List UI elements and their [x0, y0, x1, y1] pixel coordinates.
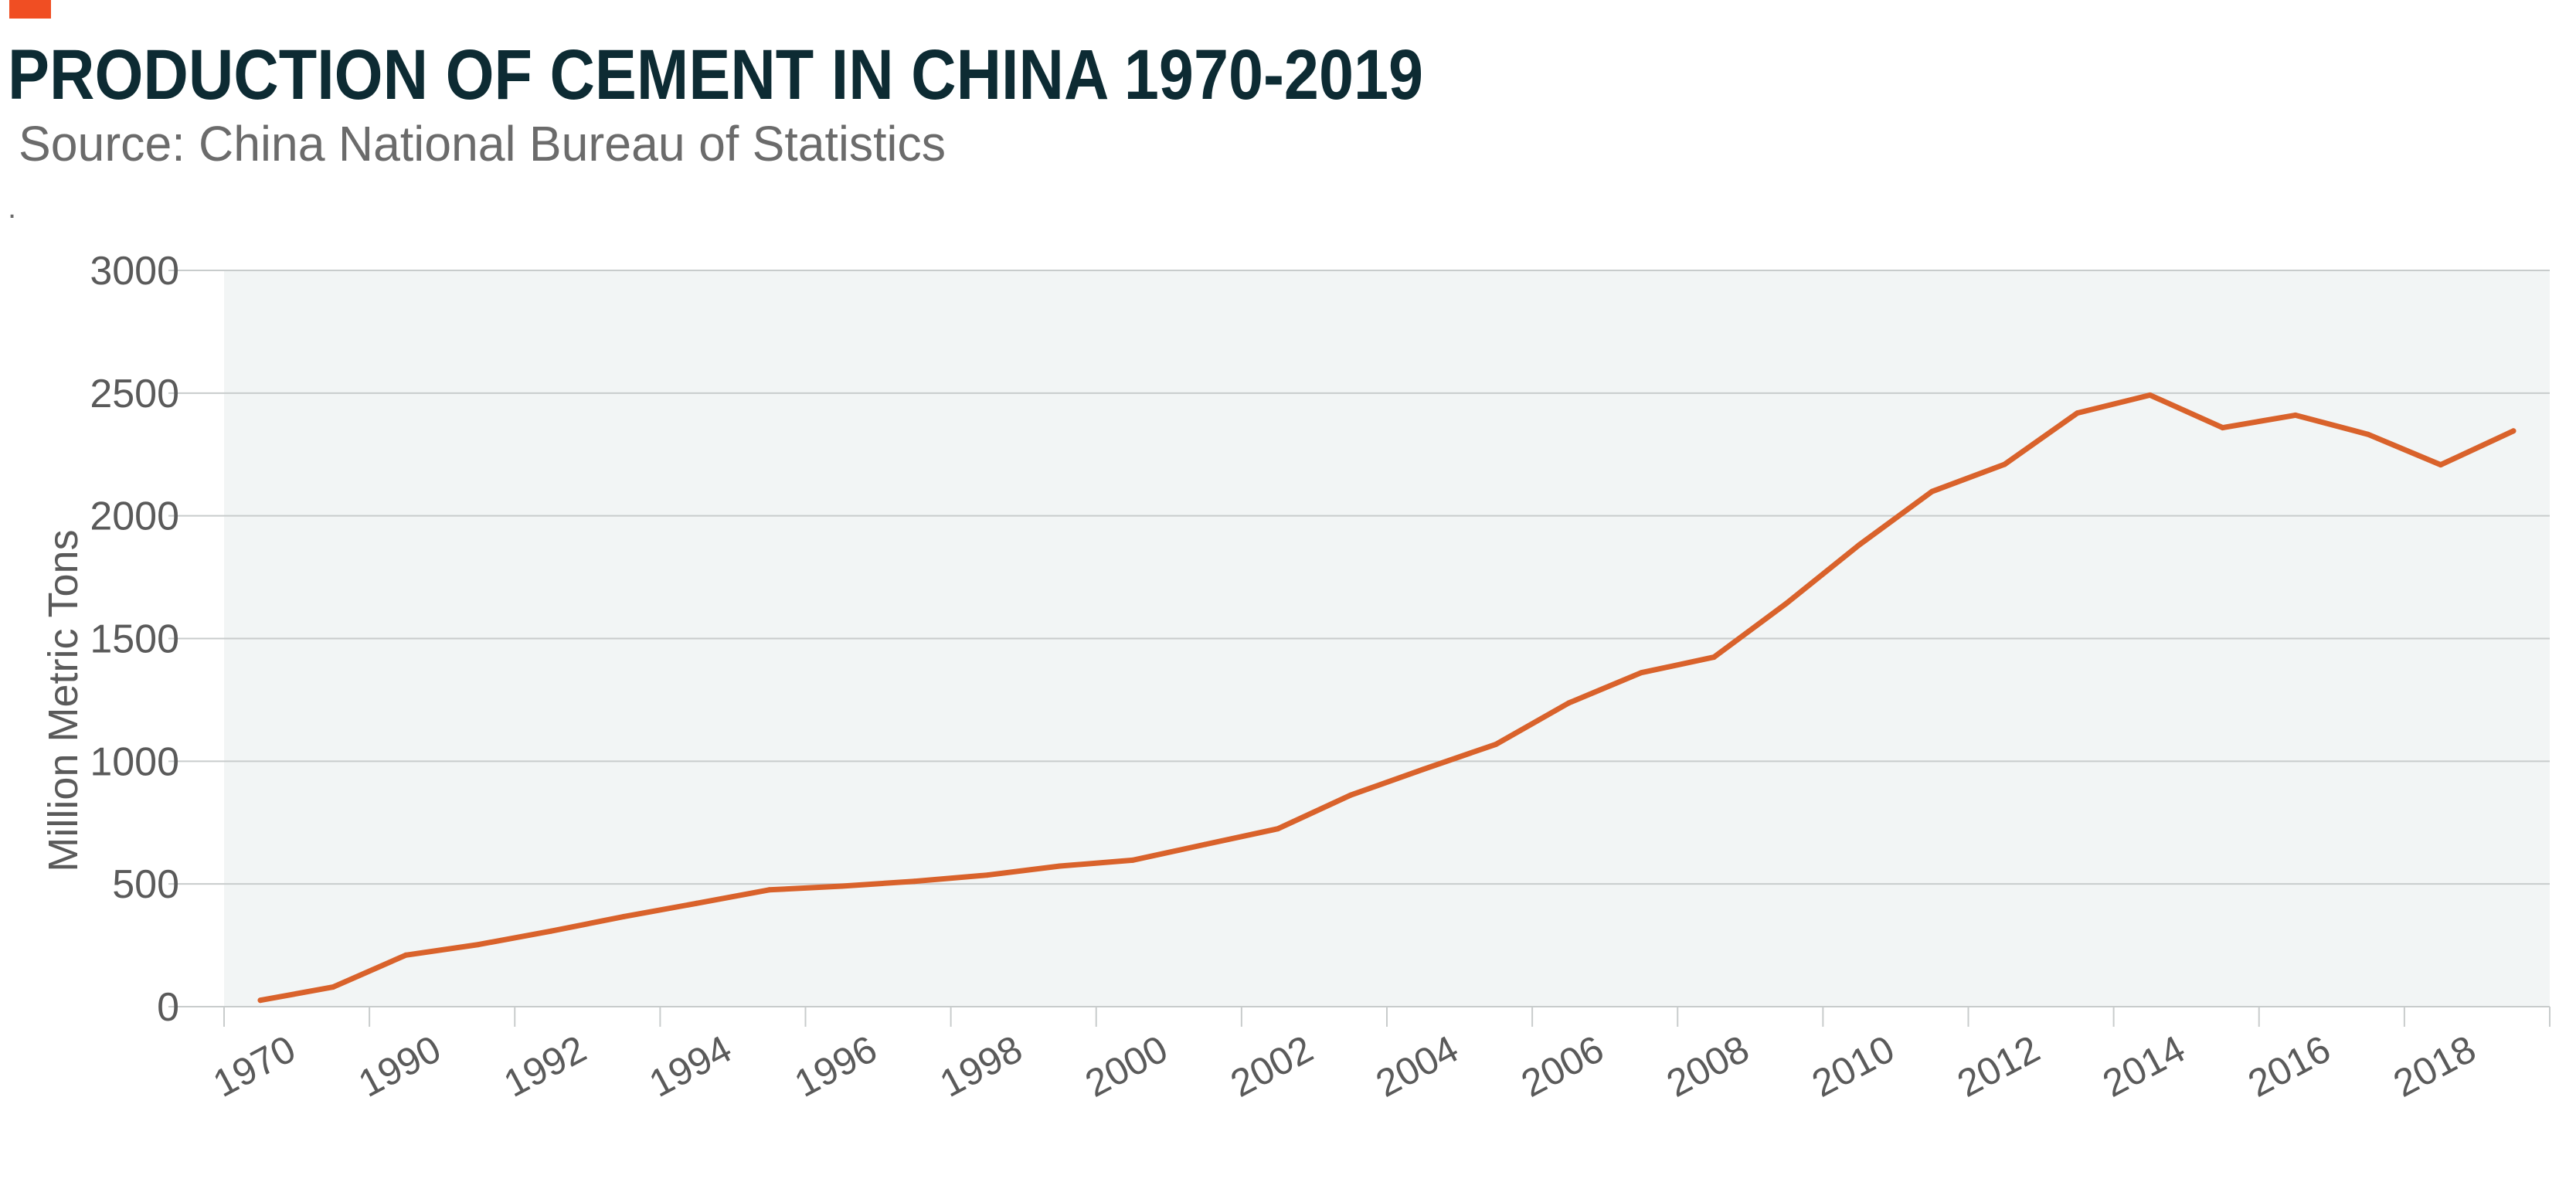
y-tick-label: 2000 [90, 494, 179, 539]
data-point [2220, 425, 2226, 431]
series-layer [257, 392, 2517, 1004]
data-point [1493, 741, 1499, 747]
accent-bar [9, 0, 51, 19]
data-point [2365, 431, 2371, 437]
y-tick-label: 1500 [90, 617, 179, 662]
x-tick-label: 1994 [642, 1027, 739, 1106]
data-point [548, 928, 554, 934]
data-point [1638, 670, 1644, 676]
data-point [2147, 392, 2153, 398]
y-tick-label: 0 [157, 985, 179, 1030]
x-tick-label: 2010 [1805, 1027, 1901, 1106]
data-point [1347, 792, 1354, 798]
data-point [403, 952, 409, 958]
data-point [2075, 410, 2081, 416]
x-tick-label: 2014 [2095, 1027, 2192, 1106]
y-tick-label: 2500 [90, 372, 179, 416]
x-tick-label: 2012 [1950, 1027, 2047, 1106]
data-point [984, 872, 991, 878]
data-point [330, 984, 336, 990]
data-point [1929, 488, 1935, 494]
x-tick-label: 2018 [2387, 1027, 2483, 1106]
y-tick-labels: 0 500 1000 1500 2000 2500 3000 [90, 249, 179, 1030]
data-point [1202, 841, 1208, 848]
data-point [839, 883, 845, 889]
data-point [912, 878, 918, 885]
chart-note: . [8, 191, 16, 225]
x-tick-labels: 1970 1990 1992 1994 1996 1998 2000 2002 2004 2006… [206, 1027, 2483, 1106]
data-point [1565, 700, 1572, 706]
x-tick-label: 2016 [2241, 1027, 2338, 1106]
data-point [2292, 412, 2299, 418]
y-tick-label: 1000 [90, 739, 179, 784]
x-tick-label: 1990 [352, 1027, 448, 1106]
x-tick-label: 2002 [1224, 1027, 1320, 1106]
data-point [1130, 857, 1136, 863]
data-point [693, 900, 699, 906]
x-tick-label: 2004 [1369, 1027, 1466, 1106]
x-tick-label: 1998 [933, 1027, 1029, 1106]
data-point [620, 913, 627, 919]
data-point [2438, 462, 2444, 468]
chart-subtitle: Source: China National Bureau of Statist… [19, 116, 946, 172]
y-axis-title: Million Metric Tons [40, 529, 87, 871]
data-point [1856, 542, 1862, 548]
x-tick-label: 2000 [1079, 1027, 1175, 1106]
data-point [1711, 654, 1717, 661]
data-point [2510, 428, 2517, 434]
y-tick-label: 500 [112, 862, 179, 907]
data-point [1783, 600, 1789, 606]
data-point [1275, 826, 1281, 832]
gridlines [168, 270, 2550, 1007]
x-tick-label: 1996 [787, 1027, 884, 1106]
data-point [766, 887, 772, 893]
chart-title: PRODUCTION OF CEMENT IN CHINA 1970-2019 [8, 36, 1423, 114]
data-point [2002, 461, 2007, 467]
data-point [475, 942, 481, 948]
x-tick-marks [223, 1007, 2551, 1027]
y-tick-label: 3000 [90, 249, 179, 294]
x-tick-label: 2006 [1514, 1027, 1611, 1106]
x-tick-label: 1970 [206, 1027, 303, 1106]
data-point [1420, 766, 1426, 773]
x-tick-label: 2008 [1660, 1027, 1756, 1106]
data-point [1057, 863, 1063, 869]
data-point [257, 997, 263, 1004]
x-tick-label: 1992 [497, 1027, 593, 1106]
series-line-0 [257, 392, 2517, 1004]
